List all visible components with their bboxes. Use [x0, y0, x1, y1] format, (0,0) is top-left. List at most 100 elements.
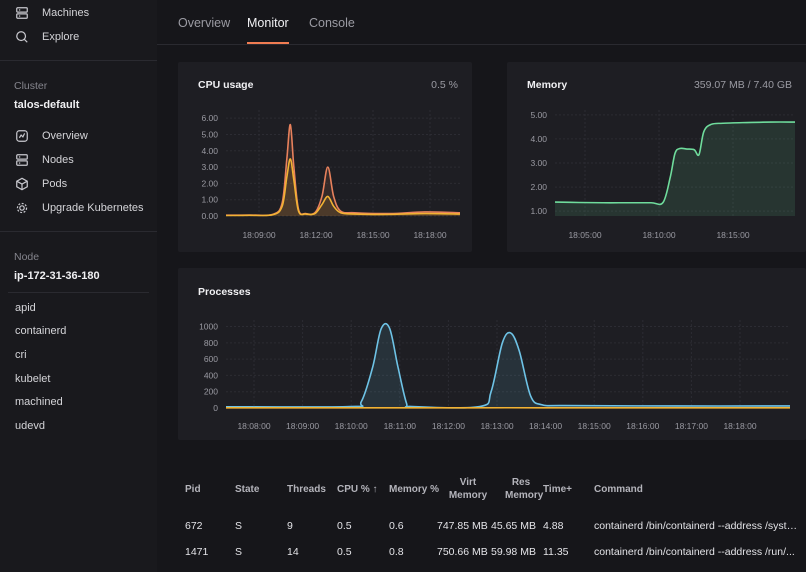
y-tick-label: 0.00	[201, 211, 218, 221]
processes-card: Processes 18:08:00 18:09:00 18:10:00 18:11:…	[178, 268, 806, 440]
y-tick-label: 1000	[199, 322, 218, 332]
table-cell: 59.98 MB	[491, 546, 536, 558]
service-item[interactable]: udevd	[15, 420, 45, 432]
table-cell: 0.6	[389, 520, 404, 532]
tab-monitor[interactable]: Monitor	[247, 16, 289, 30]
sidebar-item-pods[interactable]: Pods	[14, 174, 67, 194]
x-tick-label: 18:15:00	[716, 230, 749, 240]
divider	[0, 60, 157, 61]
x-tick-label: 18:18:00	[723, 421, 756, 431]
y-tick-label: 600	[204, 354, 218, 364]
y-tick-label: 3.00	[530, 158, 547, 168]
y-tick-label: 4.00	[201, 146, 218, 156]
sidebar-item-overview[interactable]: Overview	[14, 126, 88, 146]
sidebar-item-explore[interactable]: Explore	[14, 27, 79, 47]
memory-value: 359.07 MB / 7.40 GB	[693, 79, 792, 91]
x-tick-label: 18:17:00	[675, 421, 708, 431]
y-tick-label: 1.00	[530, 206, 547, 216]
table-cell: containerd /bin/containerd --address /sy…	[594, 520, 798, 532]
column-header[interactable]: Pid	[185, 484, 201, 495]
sidebar-item-label: Machines	[42, 7, 90, 19]
memory-title: Memory	[527, 79, 568, 91]
tab-bar: Overview Monitor Console	[157, 0, 806, 45]
active-tab-indicator	[247, 42, 289, 44]
tab-console[interactable]: Console	[309, 16, 355, 30]
sidebar-item-nodes[interactable]: Nodes	[14, 150, 74, 170]
service-item[interactable]: apid	[15, 302, 36, 314]
server-icon	[14, 5, 30, 21]
cube-icon	[14, 176, 30, 192]
y-tick-label: 5.00	[530, 110, 547, 120]
sidebar: Machines Explore Cluster talos-default O…	[0, 0, 157, 572]
memory-card: Memory 359.07 MB / 7.40 GB 18:05:00 18:10…	[507, 62, 806, 252]
x-tick-label: 18:16:00	[626, 421, 659, 431]
y-tick-label: 2.00	[530, 182, 547, 192]
divider	[0, 231, 157, 232]
sidebar-item-label: Upgrade Kubernetes	[42, 202, 144, 214]
sidebar-item-upgrade-kubernetes[interactable]: Upgrade Kubernetes	[14, 198, 144, 218]
node-heading: Node	[14, 251, 40, 263]
x-tick-label: 18:09:00	[242, 230, 275, 240]
cpu-usage-card: CPU usage 0.5 % 18:09:00 18:12:00 18:15:00…	[178, 62, 472, 252]
tab-overview[interactable]: Overview	[178, 16, 231, 30]
processes-chart: 18:08:00 18:09:00 18:10:00 18:11:00 18:12:00…	[199, 320, 791, 431]
series-line	[554, 121, 796, 206]
series-line	[225, 158, 461, 217]
column-header[interactable]: Threads	[287, 484, 326, 495]
server-icon	[14, 152, 30, 168]
x-tick-label: 18:12:00	[432, 421, 465, 431]
table-cell: 11.35	[543, 546, 569, 558]
gear-icon	[14, 200, 30, 216]
column-header[interactable]: Memory %	[389, 484, 440, 495]
y-tick-label: 3.00	[201, 162, 218, 172]
memory-chart: 18:05:00 18:10:00 18:15:00 1.00 2.00 3.00 4.00…	[530, 110, 796, 240]
table-cell: 9	[287, 520, 293, 532]
x-tick-label: 18:15:00	[356, 230, 389, 240]
x-tick-label: 18:09:00	[286, 421, 319, 431]
x-tick-label: 18:14:00	[529, 421, 562, 431]
y-tick-label: 5.00	[201, 129, 218, 139]
service-item[interactable]: machined	[15, 396, 63, 408]
cpu-usage-chart: 18:09:00 18:12:00 18:15:00 18:18:00 0.00 1.00…	[201, 110, 461, 240]
cluster-heading: Cluster	[14, 80, 48, 92]
service-item[interactable]: kubelet	[15, 373, 51, 385]
sidebar-item-machines[interactable]: Machines	[14, 3, 89, 23]
x-tick-label: 18:10:00	[642, 230, 675, 240]
sidebar-item-label: Nodes	[42, 154, 74, 166]
series-area	[226, 158, 460, 216]
service-item[interactable]: containerd	[15, 325, 67, 337]
y-tick-label: 800	[204, 338, 218, 348]
table-cell: 0.5	[337, 546, 352, 558]
cpu-usage-value: 0.5 %	[431, 79, 458, 91]
y-tick-label: 2.00	[201, 178, 218, 188]
series-area	[555, 122, 795, 216]
table-cell: 750.66 MB	[437, 546, 488, 558]
column-header[interactable]: CPU % ↑	[337, 484, 378, 495]
x-tick-label: 18:18:00	[413, 230, 446, 240]
table-cell: 0.5	[337, 520, 352, 532]
x-tick-label: 18:08:00	[237, 421, 270, 431]
table-cell: S	[235, 546, 243, 558]
table-cell: 1471	[185, 546, 209, 558]
divider	[8, 292, 149, 293]
column-header[interactable]: Res Memory	[505, 477, 544, 501]
overview-icon	[14, 128, 30, 144]
table-cell: 0.8	[389, 546, 404, 558]
y-tick-label: 1.00	[201, 195, 218, 205]
table-cell: 4.88	[543, 520, 564, 532]
column-header[interactable]: Virt Memory	[448, 477, 488, 501]
processes-title: Processes	[198, 286, 251, 298]
process-table: Pid State Threads CPU % ↑ Memory % Virt Memor…	[175, 460, 806, 572]
y-tick-label: 0	[213, 403, 218, 413]
column-header[interactable]: Command	[594, 484, 643, 495]
y-tick-label: 200	[204, 387, 218, 397]
sidebar-item-label: Overview	[42, 130, 88, 142]
table-cell: S	[235, 520, 243, 532]
column-header[interactable]: Time+	[543, 484, 572, 495]
column-header[interactable]: State	[235, 484, 260, 495]
x-tick-label: 18:10:00	[335, 421, 368, 431]
service-item[interactable]: cri	[15, 349, 27, 361]
x-tick-label: 18:05:00	[568, 230, 601, 240]
search-icon	[14, 29, 30, 45]
sidebar-item-label: Pods	[42, 178, 68, 190]
